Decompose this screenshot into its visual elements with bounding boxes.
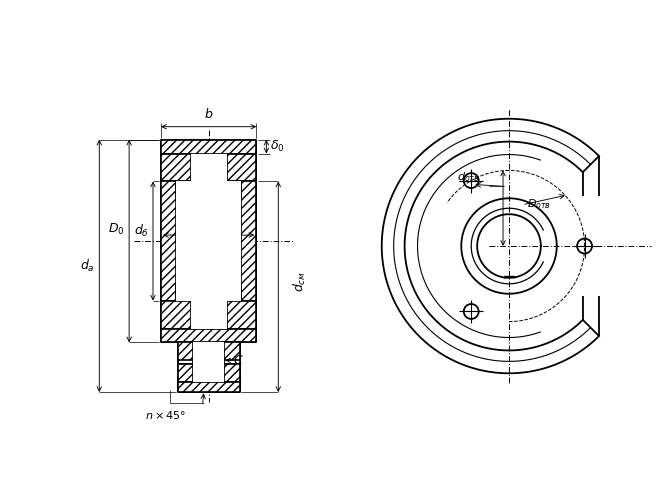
Polygon shape <box>178 382 240 392</box>
Text: $\delta_0$: $\delta_0$ <box>270 139 285 154</box>
Bar <box>193 343 224 382</box>
Polygon shape <box>226 301 256 329</box>
Bar <box>191 153 226 181</box>
Polygon shape <box>226 153 256 181</box>
Polygon shape <box>226 181 242 197</box>
Polygon shape <box>178 343 193 360</box>
Text: $d_{отв}$: $d_{отв}$ <box>457 170 480 184</box>
Text: $n \times 45°$: $n \times 45°$ <box>145 409 187 421</box>
Bar <box>176 197 242 285</box>
Polygon shape <box>178 364 193 382</box>
Text: $b$: $b$ <box>204 107 213 121</box>
Text: $C$: $C$ <box>233 354 244 367</box>
Text: $d_{см}$: $d_{см}$ <box>292 272 308 292</box>
Polygon shape <box>242 181 256 301</box>
Text: $d_б$: $d_б$ <box>134 223 149 239</box>
Text: $d_a$: $d_a$ <box>79 258 94 274</box>
Bar <box>191 301 226 329</box>
Polygon shape <box>176 285 191 301</box>
Polygon shape <box>161 329 256 343</box>
Text: $l_{см}$: $l_{см}$ <box>201 211 217 227</box>
Bar <box>176 285 242 301</box>
Polygon shape <box>224 364 240 382</box>
Text: $D_0$: $D_0$ <box>107 221 124 236</box>
Polygon shape <box>224 343 240 360</box>
Polygon shape <box>161 301 191 329</box>
Text: $D_{отв}$: $D_{отв}$ <box>527 197 551 211</box>
Polygon shape <box>161 181 176 301</box>
Bar <box>176 181 242 197</box>
Polygon shape <box>176 181 191 197</box>
Polygon shape <box>161 153 191 181</box>
Polygon shape <box>161 140 256 153</box>
Polygon shape <box>226 285 242 301</box>
